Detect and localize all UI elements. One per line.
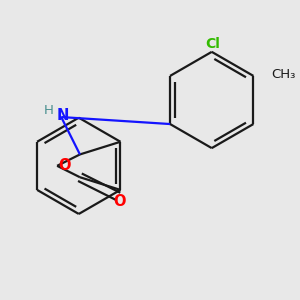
Text: CH₃: CH₃ [271,68,296,81]
Text: O: O [113,194,126,209]
Text: Cl: Cl [206,37,220,51]
Text: H: H [44,103,53,117]
Text: N: N [56,108,69,123]
Text: O: O [58,158,70,173]
